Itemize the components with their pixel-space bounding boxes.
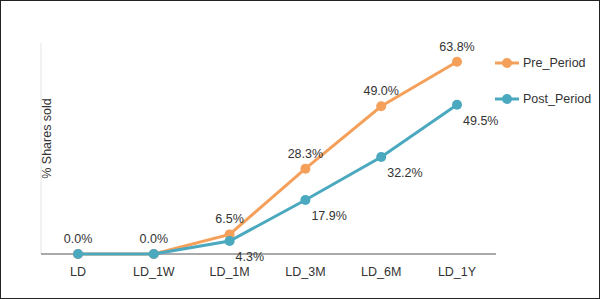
data-label: 49.0% bbox=[363, 84, 398, 98]
x-tick-label: LD_1W bbox=[133, 265, 175, 279]
data-label: 17.9% bbox=[311, 209, 346, 223]
data-label: 0.0% bbox=[64, 232, 93, 246]
legend-label: Pre_Period bbox=[523, 56, 586, 70]
x-tick-label: LD_6M bbox=[361, 265, 401, 279]
point-marker bbox=[149, 249, 159, 259]
x-tick-label: LD_1M bbox=[209, 265, 249, 279]
chart-svg: % Shares sold LD LD_1W LD_1M LD_3M LD_6M LD_1Y… bbox=[1, 1, 599, 298]
data-label: 32.2% bbox=[387, 166, 422, 180]
data-label: 49.5% bbox=[463, 114, 498, 128]
point-marker bbox=[452, 57, 462, 67]
data-label: 28.3% bbox=[288, 147, 323, 161]
chart-frame: % Shares sold LD LD_1W LD_1M LD_3M LD_6M LD_1Y… bbox=[0, 0, 600, 299]
point-marker bbox=[376, 101, 386, 111]
point-marker bbox=[73, 249, 83, 259]
point-marker bbox=[73, 249, 83, 259]
data-label: 63.8% bbox=[439, 40, 474, 54]
legend: Pre_Period Post_Period bbox=[495, 56, 591, 106]
legend-label: Post_Period bbox=[523, 92, 591, 106]
point-marker bbox=[300, 195, 310, 205]
data-label: 0.0% bbox=[140, 232, 169, 246]
legend-marker bbox=[502, 58, 512, 68]
data-label: 4.3% bbox=[236, 250, 265, 264]
x-tick-label: LD_1Y bbox=[438, 265, 477, 279]
data-labels: 0.0% 0.0% 6.5% 28.3% 49.0% 63.8% 4.3% 17.9% 32.2… bbox=[64, 40, 499, 264]
legend-marker bbox=[502, 94, 512, 104]
y-axis-label: % Shares sold bbox=[40, 98, 54, 179]
series-line bbox=[78, 62, 457, 254]
x-tick-label: LD bbox=[70, 265, 86, 279]
point-marker bbox=[376, 152, 386, 162]
series-line bbox=[78, 105, 457, 254]
point-marker bbox=[452, 100, 462, 110]
point-marker bbox=[149, 249, 159, 259]
data-label: 6.5% bbox=[215, 212, 244, 226]
point-marker bbox=[225, 236, 235, 246]
plot-area bbox=[73, 57, 462, 259]
point-marker bbox=[300, 164, 310, 174]
x-tick-label: LD_3M bbox=[285, 265, 325, 279]
